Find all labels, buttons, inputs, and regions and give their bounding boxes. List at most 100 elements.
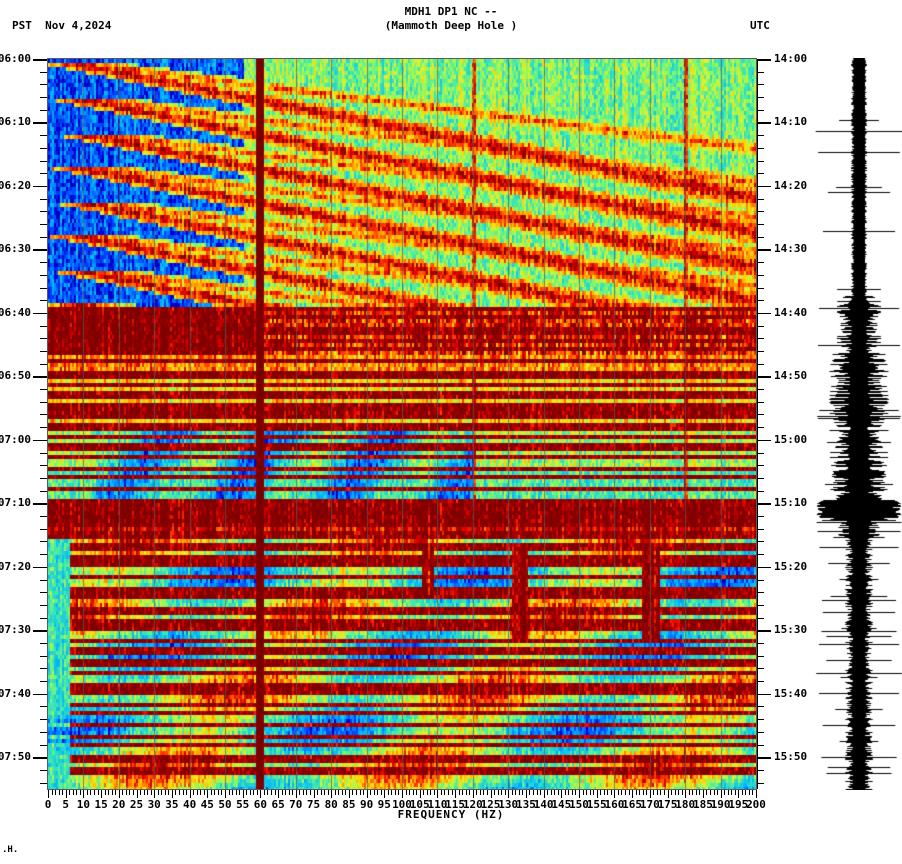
freq-minor-tick — [713, 790, 715, 795]
major-tick — [33, 630, 47, 632]
frequency-label: 85 — [342, 798, 356, 811]
corner-mark: .H. — [2, 845, 19, 855]
minor-tick — [757, 338, 764, 340]
freq-major-tick — [313, 790, 315, 798]
freq-minor-tick — [515, 790, 517, 795]
freq-minor-tick — [178, 790, 180, 795]
freq-minor-tick — [373, 790, 375, 795]
minor-tick — [757, 147, 764, 149]
minor-tick — [757, 274, 764, 276]
freq-minor-tick — [150, 790, 152, 795]
minor-tick — [757, 719, 764, 721]
minor-tick — [757, 401, 764, 403]
minor-tick — [40, 719, 47, 721]
freq-major-tick — [331, 790, 333, 798]
freq-major-tick — [65, 790, 67, 798]
frequency-label: 60 — [253, 798, 268, 811]
major-tick — [33, 122, 47, 124]
time-label-pst: 07:20 — [0, 559, 31, 573]
freq-minor-tick — [724, 790, 726, 795]
freq-minor-tick — [394, 790, 396, 795]
freq-minor-tick — [709, 790, 711, 795]
freq-major-tick — [720, 790, 722, 798]
time-axis-utc: 14:00 14:10 14:20 14:30 14:40 14:50 15:00 15:10… — [757, 52, 857, 792]
freq-minor-tick — [504, 790, 506, 795]
frequency-label: 200 — [746, 798, 766, 811]
major-tick — [33, 185, 47, 188]
major-tick — [33, 693, 47, 696]
freq-minor-tick — [593, 790, 595, 795]
freq-minor-tick — [104, 790, 106, 795]
freq-minor-tick — [586, 790, 588, 795]
time-label-utc: 15:20 — [774, 559, 808, 573]
freq-minor-tick — [628, 790, 630, 795]
minor-tick — [757, 706, 764, 708]
freq-minor-tick — [518, 790, 520, 795]
freq-minor-tick — [522, 790, 524, 795]
freq-minor-tick — [263, 790, 265, 795]
minor-tick — [757, 300, 764, 302]
freq-minor-tick — [182, 790, 184, 795]
minor-tick — [757, 731, 764, 733]
frequency-label: 100 — [392, 798, 412, 811]
minor-tick — [757, 452, 764, 454]
frequency-label: 5 — [62, 798, 69, 811]
seismogram-trace-panel[interactable] — [815, 58, 902, 790]
minor-tick — [40, 236, 47, 238]
minor-tick — [757, 516, 764, 518]
minor-tick — [40, 300, 47, 302]
freq-minor-tick — [51, 790, 53, 795]
freq-minor-tick — [547, 790, 549, 795]
freq-minor-tick — [688, 790, 690, 795]
major-tick — [33, 757, 47, 759]
freq-major-tick — [702, 790, 704, 798]
freq-minor-tick — [341, 790, 343, 795]
freq-minor-tick — [706, 790, 708, 795]
freq-minor-tick — [292, 790, 294, 795]
freq-minor-tick — [271, 790, 273, 795]
freq-minor-tick — [387, 790, 389, 795]
minor-tick — [757, 465, 764, 467]
time-label-pst: 06:30 — [0, 242, 31, 256]
minor-tick — [40, 198, 47, 200]
freq-minor-tick — [501, 790, 503, 795]
freq-minor-tick — [97, 790, 99, 795]
minor-tick — [757, 681, 764, 683]
minor-tick — [757, 579, 764, 581]
freq-minor-tick — [69, 790, 71, 795]
freq-minor-tick — [221, 790, 223, 795]
frequency-label: 195 — [728, 798, 749, 811]
minor-tick — [757, 389, 764, 391]
major-tick — [757, 566, 771, 569]
frequency-label: 110 — [427, 798, 448, 811]
freq-minor-tick — [603, 790, 605, 795]
minor-tick — [40, 452, 47, 454]
freq-minor-tick — [600, 790, 602, 795]
freq-minor-tick — [58, 790, 60, 795]
freq-major-tick — [402, 790, 403, 798]
minor-tick — [757, 414, 764, 416]
time-label-pst: 06:20 — [0, 178, 31, 192]
freq-minor-tick — [430, 790, 432, 795]
freq-minor-tick — [571, 790, 573, 795]
minor-tick — [757, 668, 764, 670]
freq-minor-tick — [129, 790, 131, 795]
freq-minor-tick — [745, 790, 747, 795]
freq-minor-tick — [338, 790, 340, 795]
freq-major-tick — [632, 790, 634, 798]
freq-minor-tick — [79, 790, 81, 795]
major-tick — [757, 122, 771, 124]
freq-minor-tick — [532, 790, 534, 795]
minor-tick — [40, 706, 47, 708]
frequency-label: 145 — [551, 798, 572, 811]
spectrogram-plot[interactable] — [47, 58, 757, 790]
minor-tick — [40, 604, 47, 606]
freq-major-tick — [472, 790, 474, 798]
frequency-label: 95 — [377, 798, 391, 811]
minor-tick — [40, 643, 47, 644]
freq-minor-tick — [288, 790, 290, 795]
frequency-label: 50 — [218, 798, 232, 811]
freq-minor-tick — [695, 790, 697, 795]
pst-date-header: PST Nov 4,2024 — [12, 19, 112, 32]
freq-minor-tick — [125, 790, 127, 795]
